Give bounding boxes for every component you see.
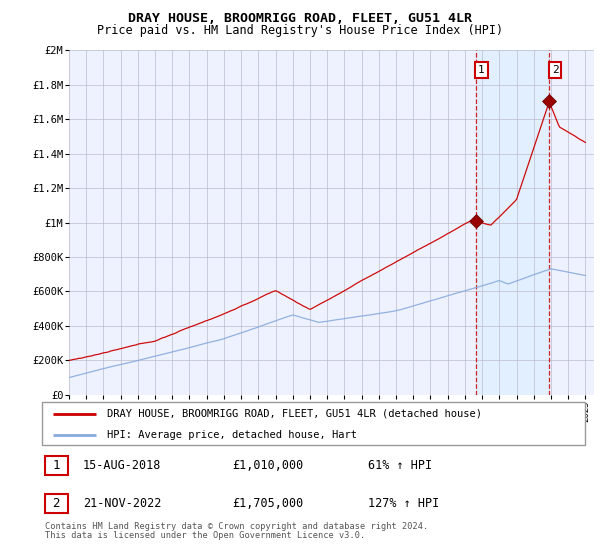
- Text: Price paid vs. HM Land Registry's House Price Index (HPI): Price paid vs. HM Land Registry's House …: [97, 24, 503, 37]
- Text: 2: 2: [52, 497, 60, 510]
- Bar: [45, 456, 68, 475]
- Bar: [45, 494, 68, 513]
- Text: 2: 2: [551, 65, 559, 75]
- Text: DRAY HOUSE, BROOMRIGG ROAD, FLEET, GU51 4LR: DRAY HOUSE, BROOMRIGG ROAD, FLEET, GU51 …: [128, 12, 472, 25]
- Text: HPI: Average price, detached house, Hart: HPI: Average price, detached house, Hart: [107, 430, 357, 440]
- Text: 1: 1: [52, 459, 60, 472]
- Text: £1,705,000: £1,705,000: [232, 497, 303, 510]
- Text: 61% ↑ HPI: 61% ↑ HPI: [368, 459, 432, 472]
- Bar: [476, 50, 549, 395]
- Text: 21-NOV-2022: 21-NOV-2022: [83, 497, 161, 510]
- Text: 127% ↑ HPI: 127% ↑ HPI: [368, 497, 439, 510]
- Text: 1: 1: [478, 65, 485, 75]
- Text: £1,010,000: £1,010,000: [232, 459, 303, 472]
- Text: 15-AUG-2018: 15-AUG-2018: [83, 459, 161, 472]
- Text: Contains HM Land Registry data © Crown copyright and database right 2024.: Contains HM Land Registry data © Crown c…: [45, 522, 428, 531]
- Text: This data is licensed under the Open Government Licence v3.0.: This data is licensed under the Open Gov…: [45, 531, 365, 540]
- Text: DRAY HOUSE, BROOMRIGG ROAD, FLEET, GU51 4LR (detached house): DRAY HOUSE, BROOMRIGG ROAD, FLEET, GU51 …: [107, 409, 482, 419]
